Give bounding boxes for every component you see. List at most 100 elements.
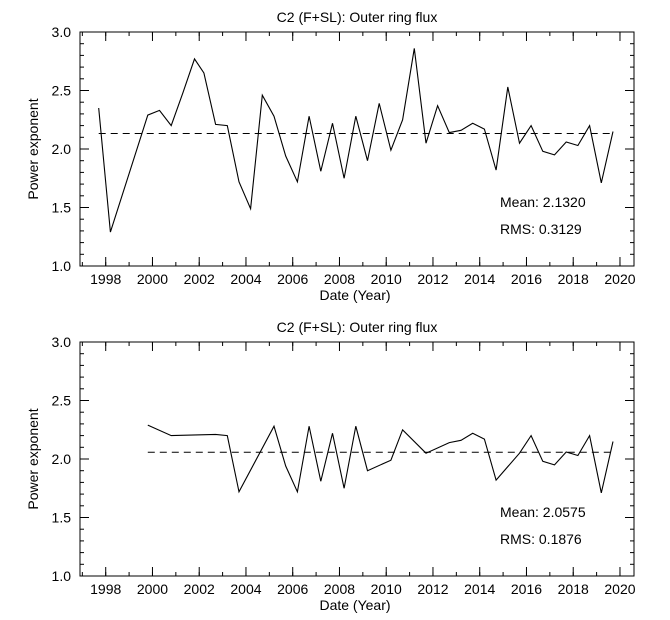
x-tick-label: 2010	[371, 581, 402, 597]
chart-title: C2 (F+SL): Outer ring flux	[277, 319, 438, 335]
y-tick-label: 1.5	[52, 200, 72, 216]
data-point	[472, 432, 474, 434]
x-tick-label: 2016	[511, 581, 542, 597]
data-point	[308, 115, 310, 117]
x-tick-label: 2006	[277, 581, 308, 597]
data-point	[425, 142, 427, 144]
data-point	[495, 479, 497, 481]
data-point	[273, 425, 275, 427]
data-point	[483, 438, 485, 440]
x-tick-label: 2008	[324, 581, 355, 597]
data-point	[460, 439, 462, 441]
rms-stat: RMS: 0.1876	[500, 531, 582, 547]
series-line-1	[98, 48, 614, 233]
data-point	[285, 155, 287, 157]
data-point	[518, 452, 520, 454]
x-axis-label: Date (Year)	[319, 287, 390, 303]
y-tick-label: 1.0	[52, 258, 72, 274]
data-point	[460, 129, 462, 131]
data-point	[261, 94, 263, 96]
x-tick-label: 2012	[417, 271, 448, 287]
data-point	[214, 433, 216, 435]
x-tick-label: 2010	[371, 271, 402, 287]
data-point	[249, 208, 251, 210]
data-point	[530, 434, 532, 436]
data-point	[331, 432, 333, 434]
data-point	[170, 434, 172, 436]
data-point	[425, 452, 427, 454]
data-point	[182, 92, 184, 94]
data-point	[355, 425, 357, 427]
data-point	[98, 107, 100, 109]
data-point	[147, 424, 149, 426]
data-point	[226, 434, 228, 436]
data-point	[296, 491, 298, 493]
data-point	[378, 102, 380, 104]
data-point	[507, 86, 509, 88]
data-point	[238, 491, 240, 493]
data-point	[542, 150, 544, 152]
data-point	[553, 464, 555, 466]
x-tick-label: 2018	[558, 271, 589, 287]
x-tick-label: 1998	[90, 581, 121, 597]
x-tick-label: 2008	[324, 271, 355, 287]
x-tick-label: 2004	[230, 271, 261, 287]
data-point	[308, 425, 310, 427]
x-tick-label: 2006	[277, 271, 308, 287]
x-tick-label: 2000	[137, 581, 168, 597]
chart-title: C2 (F+SL): Outer ring flux	[277, 9, 438, 25]
data-point	[436, 105, 438, 107]
data-point	[518, 142, 520, 144]
data-point	[483, 128, 485, 130]
x-axis-label: Date (Year)	[319, 597, 390, 613]
data-point	[577, 454, 579, 456]
chart-panel-2: C2 (F+SL): Outer ring flux 1.0 1.5 2.0 2.5 3.…	[25, 319, 636, 613]
data-point	[530, 124, 532, 126]
x-tick-label: 2020	[604, 581, 635, 597]
data-point	[600, 182, 602, 184]
x-tick-label: 2002	[184, 581, 215, 597]
x-tick-label: 2018	[558, 581, 589, 597]
y-axis-label: Power exponent	[25, 98, 41, 199]
data-point	[273, 115, 275, 117]
chart-panel-1: C2 (F+SL): Outer ring flux 1.0 1.5 2.0 2.5 3.…	[25, 9, 636, 303]
data-point	[448, 441, 450, 443]
data-point	[390, 459, 392, 461]
y-tick-label: 2.0	[52, 141, 72, 157]
y-tick-label: 3.0	[52, 334, 72, 350]
y-tick-label: 3.0	[52, 24, 72, 40]
x-tick-label: 2014	[464, 271, 495, 287]
data-point	[109, 231, 111, 233]
data-point	[588, 124, 590, 126]
data-point	[170, 124, 172, 126]
mean-stat: Mean: 2.1320	[500, 194, 586, 210]
data-point	[331, 122, 333, 124]
x-tick-label: 2000	[137, 271, 168, 287]
data-point	[553, 154, 555, 156]
y-axis-label: Power exponent	[25, 408, 41, 509]
data-point	[320, 170, 322, 172]
data-point	[214, 123, 216, 125]
y-tick-label: 1.5	[52, 510, 72, 526]
mean-stat: Mean: 2.0575	[500, 504, 586, 520]
data-point	[158, 109, 160, 111]
data-point	[147, 114, 149, 116]
data-point	[203, 72, 205, 74]
series-line-1	[147, 424, 614, 494]
data-point	[542, 460, 544, 462]
data-point	[401, 119, 403, 121]
data-point	[193, 58, 195, 60]
x-tick-label: 2012	[417, 581, 448, 597]
data-point	[238, 181, 240, 183]
data-point	[565, 451, 567, 453]
rms-stat: RMS: 0.3129	[500, 221, 582, 237]
data-point	[343, 177, 345, 179]
data-point	[390, 149, 392, 151]
data-point	[413, 47, 415, 49]
x-tick-label: 1998	[90, 271, 121, 287]
y-tick-label: 2.5	[52, 393, 72, 409]
data-point	[226, 124, 228, 126]
data-point	[495, 169, 497, 171]
y-tick-label: 2.5	[52, 83, 72, 99]
